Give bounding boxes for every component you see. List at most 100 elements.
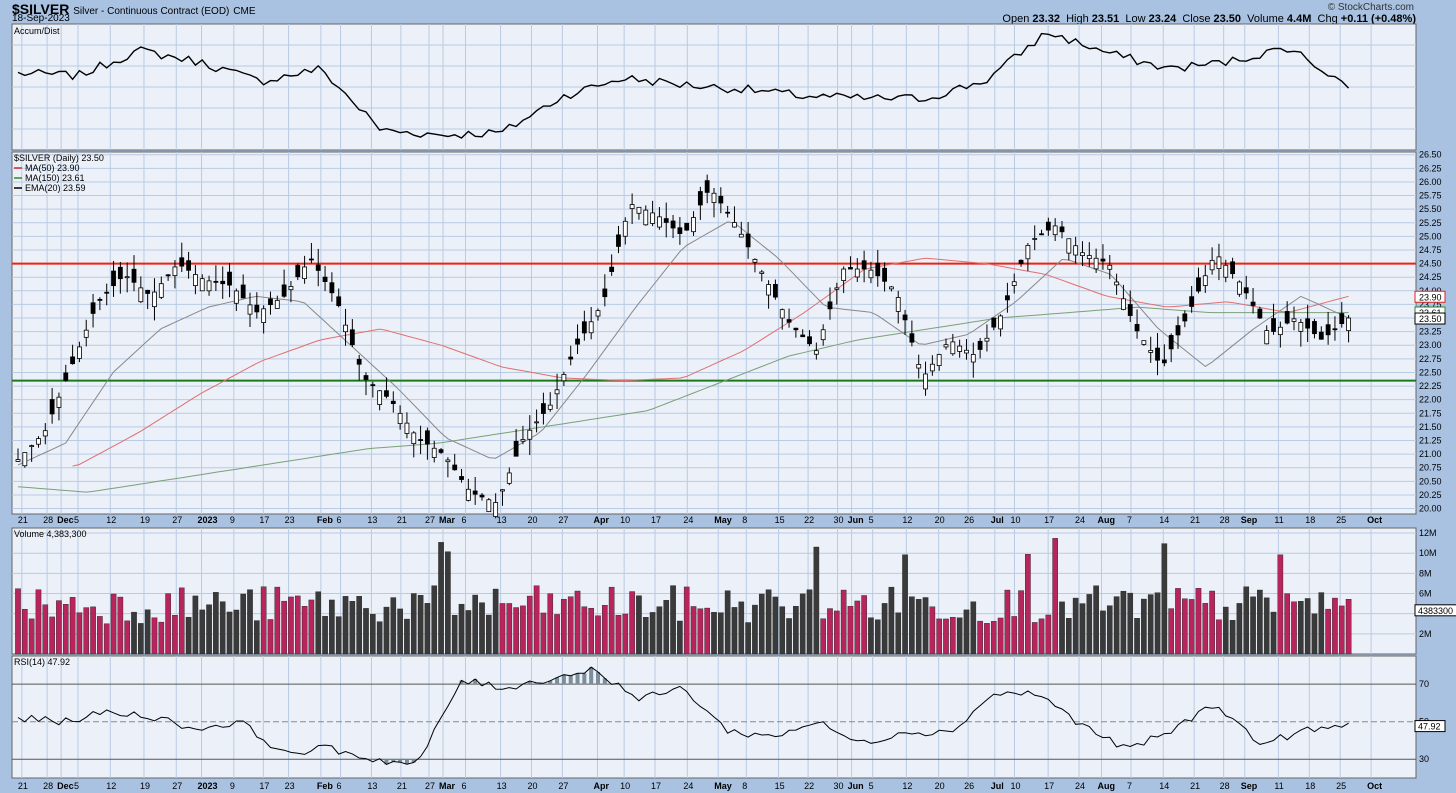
volume-bar xyxy=(704,607,710,655)
volume-bar xyxy=(683,586,690,655)
volume-bar xyxy=(909,596,915,655)
price-tick-label: 25.25 xyxy=(1419,218,1442,228)
price-tag-label: 23.50 xyxy=(1419,314,1442,324)
volume-bar xyxy=(486,614,492,655)
price-tick-label: 24.75 xyxy=(1419,245,1442,255)
candle-body xyxy=(274,300,280,309)
volume-bar xyxy=(288,596,294,655)
candle-body xyxy=(1100,258,1106,262)
x-tick-label: 20 xyxy=(935,781,945,791)
x-tick-label: 5 xyxy=(74,515,79,525)
x-tick-label: 6 xyxy=(337,515,342,525)
candle-body xyxy=(1134,324,1140,332)
volume-tick-label: 12M xyxy=(1419,528,1437,538)
volume-bar xyxy=(718,612,724,655)
candle-body xyxy=(131,268,137,283)
candle-body xyxy=(759,271,765,274)
volume-bar xyxy=(615,615,622,655)
candle-body xyxy=(459,476,464,480)
volume-bar xyxy=(840,589,847,655)
candle-body xyxy=(295,264,301,278)
x-tick-label: 30 xyxy=(834,781,844,791)
candle-body xyxy=(684,222,690,231)
candle-body xyxy=(820,329,826,341)
x-tick-label: Mar xyxy=(439,781,456,791)
exchange: CME xyxy=(233,6,256,17)
volume-bar xyxy=(1182,598,1188,655)
candle-body xyxy=(404,422,410,434)
candle-body xyxy=(568,356,574,360)
candle-body xyxy=(1284,311,1290,324)
legend-label: MA(50) 23.90 xyxy=(25,163,80,173)
candle-body xyxy=(1025,245,1031,260)
price-tick-label: 23.25 xyxy=(1419,327,1442,337)
price-tick-label: 20.75 xyxy=(1419,463,1442,473)
x-tick-label: 10 xyxy=(620,781,630,791)
volume-bar xyxy=(793,606,799,655)
x-tick-label: 8 xyxy=(742,515,747,525)
volume-bar xyxy=(779,606,786,655)
high-value: 23.51 xyxy=(1091,13,1120,25)
x-tick-label: 2023 xyxy=(198,515,218,525)
x-tick-label: Aug xyxy=(1098,781,1116,791)
volume-bar xyxy=(1332,597,1338,655)
candle-body xyxy=(281,284,287,297)
candle-body xyxy=(179,257,185,267)
x-tick-label: 27 xyxy=(172,515,182,525)
candle-body xyxy=(302,266,307,280)
volume-bar xyxy=(765,589,772,655)
volume-bar xyxy=(622,613,629,655)
volume-bar xyxy=(492,588,499,655)
candle-body xyxy=(1011,281,1017,286)
volume-bar xyxy=(417,595,424,655)
x-tick-label: 20 xyxy=(527,781,537,791)
volume-bar xyxy=(178,587,185,655)
candle-body xyxy=(206,280,212,292)
change-value: +0.11 (+0.48%) xyxy=(1340,13,1416,25)
price-tick-label: 22.25 xyxy=(1419,381,1442,391)
volume-bar xyxy=(813,546,820,655)
volume-bar xyxy=(895,612,902,655)
volume-bar xyxy=(499,603,506,655)
price-tick-label: 21.00 xyxy=(1419,449,1442,459)
candle-body xyxy=(957,345,963,352)
volume-bar xyxy=(1188,599,1195,655)
volume-bar xyxy=(315,591,322,655)
volume-bar xyxy=(90,606,96,655)
accum-dist-label: Accum/Dist xyxy=(14,26,60,36)
volume-bar xyxy=(1045,614,1052,655)
candle-body xyxy=(964,349,969,354)
candle-body xyxy=(902,314,908,321)
open-value: 23.32 xyxy=(1032,13,1060,25)
x-tick-label: Apr xyxy=(593,515,609,525)
volume-bar xyxy=(383,606,390,655)
ema20-line xyxy=(17,221,1349,466)
x-tick-label: 10 xyxy=(1010,515,1020,525)
x-tick-label: 12 xyxy=(902,781,912,791)
volume-bar xyxy=(929,606,936,655)
candle-body xyxy=(418,439,423,441)
x-tick-label: 24 xyxy=(1075,515,1085,525)
ma50-line xyxy=(72,257,1349,467)
volume-bar xyxy=(656,606,663,655)
candle-body xyxy=(1277,326,1283,336)
candle-body xyxy=(124,276,130,279)
candle-body xyxy=(1066,238,1072,254)
candle-body xyxy=(397,412,403,425)
candle-body xyxy=(861,260,867,270)
volume-bar xyxy=(963,609,970,655)
volume-bar xyxy=(581,606,588,655)
candle-body xyxy=(431,447,437,458)
candle-body xyxy=(138,287,144,303)
volume-bar xyxy=(431,585,438,655)
volume-bar xyxy=(103,623,110,655)
candle-body xyxy=(561,374,567,382)
candle-body xyxy=(663,218,669,223)
price-tick-label: 21.75 xyxy=(1419,408,1442,418)
x-tick-label: 17 xyxy=(259,515,269,525)
candle-body xyxy=(1127,304,1133,316)
candle-body xyxy=(377,390,383,405)
volume-bar xyxy=(199,609,206,655)
volume-bar xyxy=(752,604,758,655)
x-tick-label: Dec xyxy=(57,781,74,791)
